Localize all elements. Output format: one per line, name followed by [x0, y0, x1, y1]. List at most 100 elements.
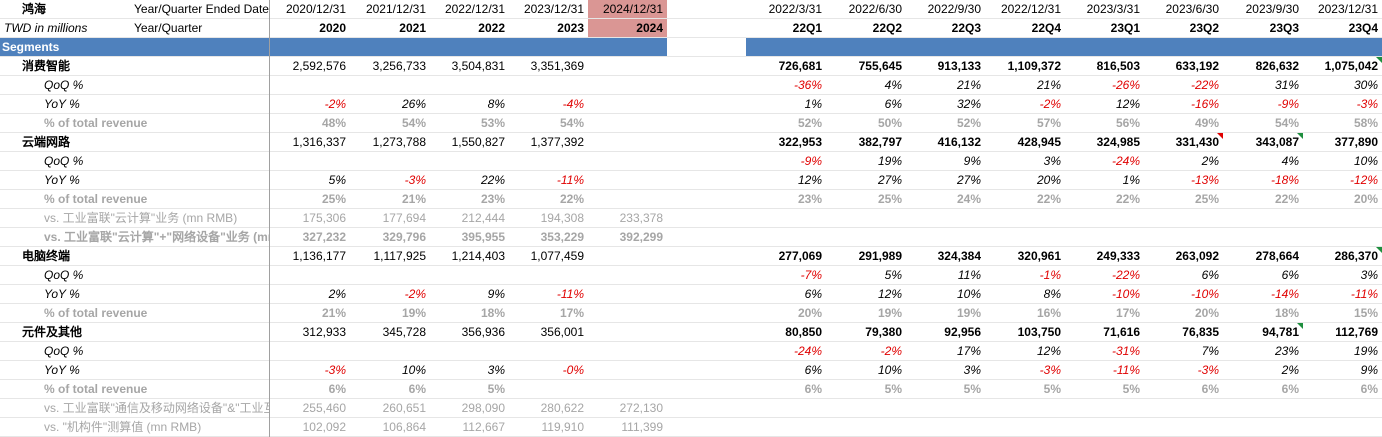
quarter-value-cell[interactable]: 6%: [804, 287, 822, 301]
annual-value-cell[interactable]: 1,316,337: [292, 135, 346, 149]
annual-value-cell[interactable]: [509, 380, 588, 398]
annual-value-cell[interactable]: 5%: [487, 382, 505, 396]
annual-value-cell[interactable]: 329,796: [382, 230, 426, 244]
quarter-value-cell[interactable]: 320,961: [1017, 249, 1061, 263]
quarter-value-cell[interactable]: [985, 228, 1065, 246]
quarter-value-cell[interactable]: 1,075,042: [1324, 59, 1378, 73]
quarter-value-cell[interactable]: 22%: [1115, 192, 1140, 206]
header-cell[interactable]: 2024/12/31: [588, 0, 667, 18]
annual-value-cell[interactable]: 280,622: [540, 401, 584, 415]
quarter-value-cell[interactable]: -2%: [1039, 97, 1061, 111]
quarter-value-cell[interactable]: -31%: [1111, 344, 1140, 358]
quarter-value-cell[interactable]: -7%: [800, 268, 822, 282]
quarter-value-cell[interactable]: 324,384: [937, 249, 981, 263]
quarter-value-cell[interactable]: 278,664: [1255, 249, 1299, 263]
quarter-value-cell[interactable]: [906, 399, 985, 417]
quarter-value-cell[interactable]: 56%: [1115, 116, 1140, 130]
annual-value-cell[interactable]: 25%: [321, 192, 346, 206]
quarter-value-cell[interactable]: 32%: [956, 97, 981, 111]
header-cell[interactable]: 2022/9/30: [927, 2, 981, 16]
quarter-value-cell[interactable]: 816,503: [1096, 59, 1140, 73]
annual-value-cell[interactable]: 233,378: [619, 211, 663, 225]
annual-value-cell[interactable]: [588, 133, 667, 151]
quarter-value-cell[interactable]: 913,133: [937, 59, 981, 73]
quarter-value-cell[interactable]: 6%: [884, 97, 902, 111]
header-cell[interactable]: 23Q4: [1348, 21, 1378, 35]
annual-value-cell[interactable]: 395,955: [461, 230, 505, 244]
header-cell[interactable]: 23Q3: [1269, 21, 1299, 35]
annual-value-cell[interactable]: [350, 342, 430, 360]
quarter-value-cell[interactable]: 343,087: [1255, 135, 1299, 149]
quarter-value-cell[interactable]: 71,616: [1103, 325, 1140, 339]
quarter-value-cell[interactable]: [1223, 418, 1303, 436]
annual-value-cell[interactable]: 8%: [487, 97, 505, 111]
annual-value-cell[interactable]: [430, 76, 509, 94]
quarter-value-cell[interactable]: [1303, 228, 1382, 246]
quarter-value-cell[interactable]: 80,850: [785, 325, 822, 339]
quarter-value-cell[interactable]: 94,781: [1262, 325, 1299, 339]
annual-value-cell[interactable]: 2,592,576: [292, 59, 346, 73]
annual-value-cell[interactable]: 255,460: [302, 401, 346, 415]
annual-value-cell[interactable]: 194,308: [540, 211, 584, 225]
quarter-value-cell[interactable]: 12%: [1115, 97, 1140, 111]
quarter-value-cell[interactable]: 7%: [1201, 344, 1219, 358]
annual-value-cell[interactable]: 53%: [480, 116, 505, 130]
annual-value-cell[interactable]: [588, 266, 667, 284]
header-cell[interactable]: 22Q1: [792, 21, 822, 35]
quarter-value-cell[interactable]: [826, 228, 906, 246]
quarter-value-cell[interactable]: 249,333: [1096, 249, 1140, 263]
header-cell[interactable]: 23Q2: [1189, 21, 1219, 35]
annual-value-cell[interactable]: 212,444: [461, 211, 505, 225]
annual-value-cell[interactable]: 10%: [401, 363, 426, 377]
annual-value-cell[interactable]: -11%: [556, 173, 584, 187]
quarter-value-cell[interactable]: 5%: [1122, 382, 1140, 396]
quarter-value-cell[interactable]: 6%: [1360, 382, 1378, 396]
header-cell[interactable]: 2022: [478, 21, 505, 35]
annual-value-cell[interactable]: 21%: [401, 192, 426, 206]
row-label[interactable]: vs. 工业富联"云计算"+"网络设备"业务 (mn RMB): [44, 230, 270, 244]
annual-value-cell[interactable]: 2%: [328, 287, 346, 301]
annual-value-cell[interactable]: 327,232: [302, 230, 346, 244]
quarter-value-cell[interactable]: 30%: [1353, 78, 1378, 92]
quarter-value-cell[interactable]: 22%: [1036, 192, 1061, 206]
quarter-value-cell[interactable]: -10%: [1111, 287, 1140, 301]
quarter-value-cell[interactable]: -9%: [800, 154, 822, 168]
quarter-value-cell[interactable]: [1223, 209, 1303, 227]
row-label[interactable]: % of total revenue: [44, 116, 148, 130]
annual-value-cell[interactable]: [588, 323, 667, 341]
quarter-value-cell[interactable]: [1065, 399, 1144, 417]
quarter-value-cell[interactable]: 57%: [1036, 116, 1061, 130]
header-cell[interactable]: 2023/12/31: [1317, 2, 1378, 16]
annual-value-cell[interactable]: 1,377,392: [530, 135, 584, 149]
row-label[interactable]: QoQ %: [44, 78, 84, 92]
annual-value-cell[interactable]: [588, 76, 667, 94]
quarter-value-cell[interactable]: -1%: [1039, 268, 1061, 282]
annual-value-cell[interactable]: [270, 342, 350, 360]
quarter-value-cell[interactable]: 12%: [1036, 344, 1061, 358]
annual-value-cell[interactable]: 111,399: [621, 420, 663, 434]
annual-value-cell[interactable]: 6%: [408, 382, 426, 396]
annual-value-cell[interactable]: 298,090: [461, 401, 505, 415]
annual-value-cell[interactable]: 1,117,925: [373, 249, 427, 263]
annual-value-cell[interactable]: 1,136,177: [292, 249, 346, 263]
quarter-value-cell[interactable]: -3%: [1356, 97, 1378, 111]
annual-value-cell[interactable]: 3,256,733: [372, 59, 426, 73]
quarter-value-cell[interactable]: -2%: [880, 344, 902, 358]
annual-value-cell[interactable]: [430, 152, 509, 170]
quarter-value-cell[interactable]: 21%: [1036, 78, 1061, 92]
annual-value-cell[interactable]: 18%: [480, 306, 505, 320]
quarter-value-cell[interactable]: 324,985: [1096, 135, 1140, 149]
row-label[interactable]: 云端网路: [22, 135, 71, 149]
annual-value-cell[interactable]: [430, 342, 509, 360]
quarter-value-cell[interactable]: 6%: [804, 382, 822, 396]
quarter-value-cell[interactable]: [1303, 209, 1382, 227]
quarter-value-cell[interactable]: 8%: [1043, 287, 1061, 301]
annual-value-cell[interactable]: [588, 342, 667, 360]
row-label[interactable]: 电脑终端: [22, 249, 71, 263]
company-name[interactable]: 鸿海: [22, 2, 47, 16]
annual-value-cell[interactable]: 106,864: [382, 420, 426, 434]
quarter-value-cell[interactable]: 6%: [1201, 268, 1219, 282]
quarter-value-cell[interactable]: 52%: [797, 116, 822, 130]
quarter-value-cell[interactable]: 3%: [1043, 154, 1061, 168]
annual-value-cell[interactable]: [588, 171, 667, 189]
